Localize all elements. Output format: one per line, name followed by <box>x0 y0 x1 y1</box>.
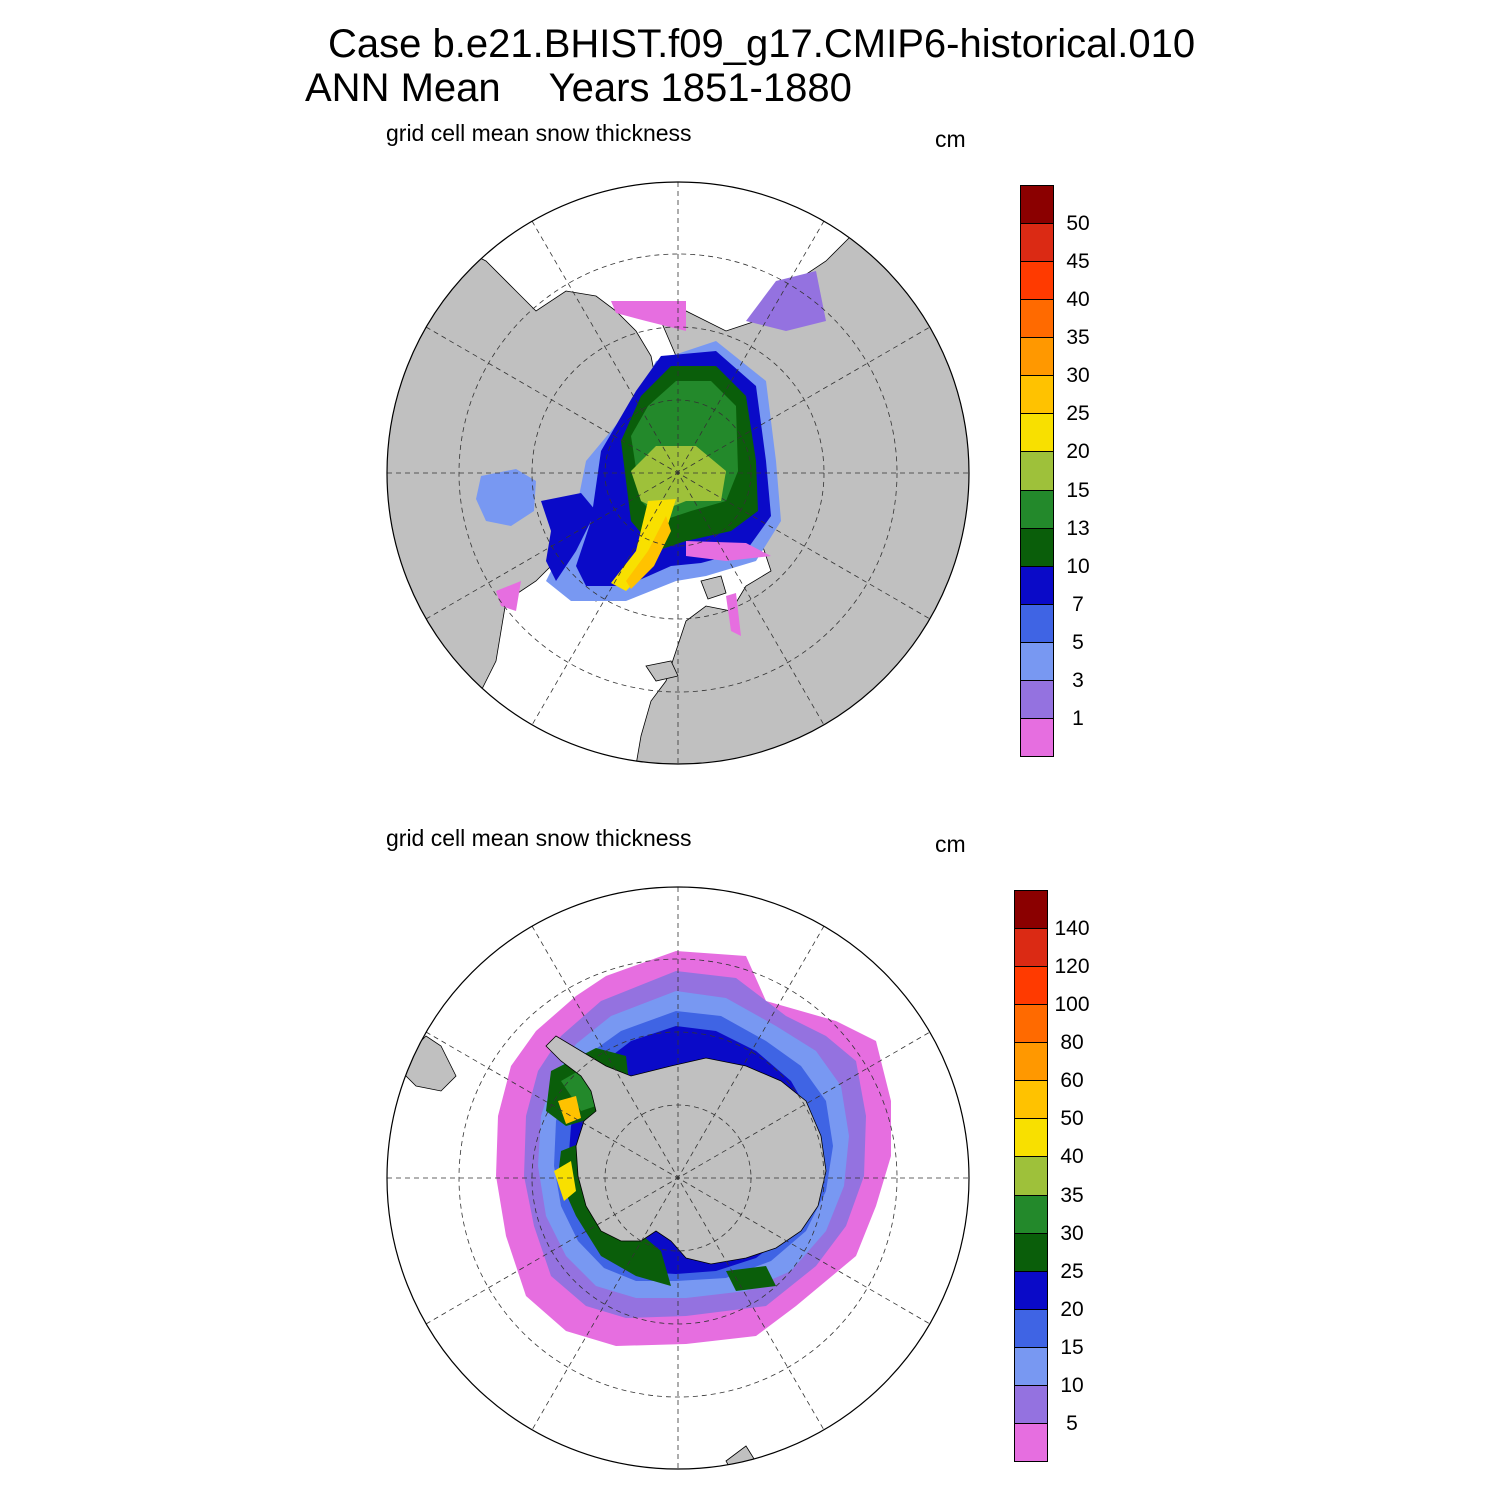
colorbar-swatch <box>1020 413 1054 453</box>
iceland-island <box>645 660 679 682</box>
colorbar-tick-label: 10 <box>1066 554 1090 578</box>
arctic-polar-map <box>386 181 970 765</box>
arctic-units-label: cm <box>935 126 966 152</box>
arctic-ice-15cm <box>631 446 726 511</box>
antarctic-polar-map <box>386 886 970 1470</box>
hudson-bay-water <box>476 469 536 526</box>
baffin-ice <box>541 493 596 581</box>
colorbar-tick-label: 30 <box>1060 1221 1084 1245</box>
colorbar-tick-label: 45 <box>1066 250 1090 274</box>
colorbar-tick-label: 50 <box>1066 212 1090 236</box>
colorbar-tick-label: 7 <box>1072 592 1084 616</box>
colorbar-swatch <box>1014 890 1048 930</box>
barents-edge <box>686 541 771 561</box>
colorbar-tick-label: 40 <box>1060 1145 1084 1169</box>
colorbar-tick-label: 25 <box>1066 402 1090 426</box>
arctic-ice-20cm <box>611 499 676 591</box>
colorbar-swatch <box>1020 451 1054 491</box>
colorbar-tick-label: 25 <box>1060 1259 1084 1283</box>
svalbard-islands <box>700 575 727 600</box>
colorbar-swatch <box>1020 261 1054 301</box>
colorbar-tick-label: 40 <box>1066 288 1090 312</box>
africa-tip <box>945 925 969 978</box>
colorbar-tick-label: 15 <box>1060 1335 1084 1359</box>
colorbar-swatch <box>1014 1308 1048 1348</box>
antarctic-graticule <box>387 887 969 1469</box>
amundsen-ice-30cm <box>726 1266 776 1291</box>
arctic-panel-title: grid cell mean snow thickness <box>386 120 692 146</box>
colorbar-tick-label: 35 <box>1060 1183 1084 1207</box>
colorbar-swatch <box>1014 1080 1048 1120</box>
colorbar-tick-label: 35 <box>1066 326 1090 350</box>
colorbar-swatch <box>1020 375 1054 415</box>
colorbar-swatch <box>1020 565 1054 605</box>
arctic-graticule <box>387 182 969 764</box>
colorbar-swatch <box>1020 489 1054 529</box>
colorbar-tick-label: 120 <box>1054 955 1090 979</box>
bering-sea-ice <box>746 271 826 331</box>
colorbar-tick-label: 13 <box>1066 516 1090 540</box>
arctic-outer-1cm <box>611 301 686 331</box>
colorbar-tick-label: 3 <box>1072 668 1084 692</box>
colorbar-swatch <box>1014 1042 1048 1082</box>
colorbar-swatch <box>1014 1384 1048 1424</box>
arctic-map-boundary <box>386 181 970 765</box>
colorbar-swatch <box>1020 299 1054 339</box>
colorbar-tick-label: 140 <box>1054 917 1090 941</box>
colorbar-swatch <box>1020 527 1054 567</box>
colorbar-tick-label: 5 <box>1066 1411 1078 1435</box>
season-label: ANN Mean <box>305 66 501 110</box>
colorbar-tick-label: 80 <box>1060 1031 1084 1055</box>
ross-ice-40cm <box>554 1161 576 1201</box>
colorbar-swatch <box>1014 1118 1048 1158</box>
colorbar-swatch <box>1014 1270 1048 1310</box>
peninsula-ice-50cm <box>558 1096 581 1124</box>
main-title-line2: ANN Mean Years 1851-1880 <box>305 66 852 111</box>
colorbar-swatch <box>1014 1194 1048 1234</box>
colorbar-swatch <box>1020 717 1054 757</box>
colorbar-tick-label: 100 <box>1054 993 1090 1017</box>
colorbar-tick-label: 60 <box>1060 1069 1084 1093</box>
main-title-line1: Case b.e21.BHIST.f09_g17.CMIP6-historica… <box>328 22 1196 66</box>
colorbar-tick-label: 10 <box>1060 1373 1084 1397</box>
colorbar-tick-label: 5 <box>1072 630 1084 654</box>
arctic-ice-25cm <box>626 516 671 589</box>
colorbar-tick-label: 20 <box>1060 1297 1084 1321</box>
colorbar-swatch <box>1014 1346 1048 1386</box>
colorbar-swatch <box>1020 641 1054 681</box>
colorbar-swatch <box>1014 1156 1048 1196</box>
colorbar-tick-label: 20 <box>1066 440 1090 464</box>
colorbar-tick-label: 30 <box>1066 364 1090 388</box>
antarctica-landmass <box>545 1035 827 1265</box>
colorbar-tick-label: 50 <box>1060 1107 1084 1131</box>
colorbar-swatch <box>1014 1232 1048 1272</box>
antarctic-panel-title: grid cell mean snow thickness <box>386 825 692 851</box>
arctic-colorbar: 50 45 40 35 30 25 20 15 13 10 7 5 3 1 <box>1020 185 1120 757</box>
labrador-ice <box>496 581 521 611</box>
colorbar-swatch <box>1014 1422 1048 1462</box>
colorbar-tick-label: 15 <box>1066 478 1090 502</box>
years-label: Years 1851-1880 <box>548 66 852 110</box>
colorbar-tick-label: 1 <box>1072 706 1084 730</box>
antarctic-units-label: cm <box>935 831 966 857</box>
antarctic-map-boundary <box>386 886 970 1470</box>
antarctic-colorbar: 140 120 100 80 60 50 40 35 30 25 20 15 10 5 <box>1014 890 1114 1462</box>
colorbar-swatch <box>1020 223 1054 263</box>
baltic-ice <box>726 593 741 636</box>
